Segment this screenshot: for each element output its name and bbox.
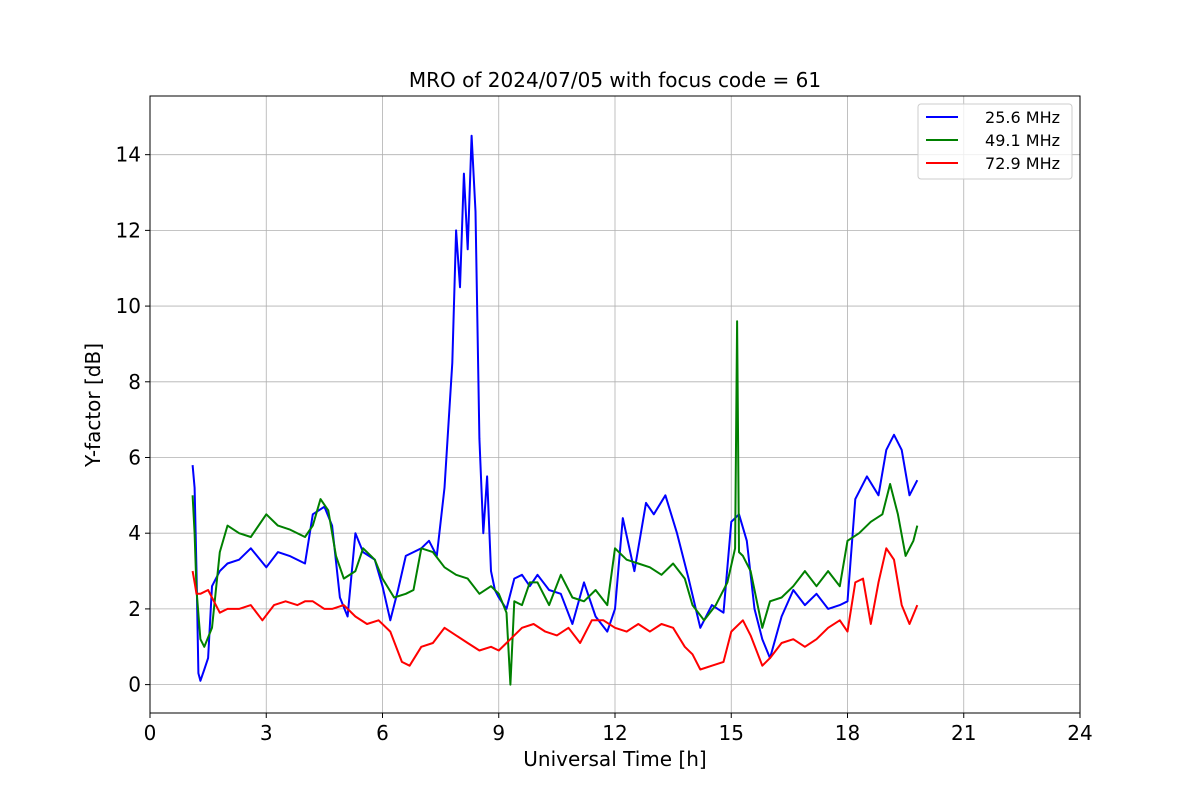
series-layer <box>191 134 919 686</box>
x-tick-label: 3 <box>260 721 273 745</box>
legend-label: 25.6 MHz <box>985 108 1060 127</box>
x-tick-label: 6 <box>376 721 389 745</box>
x-tick-label: 0 <box>144 721 157 745</box>
legend-box <box>917 103 1073 180</box>
y-tick-label: 14 <box>116 143 141 167</box>
legend: 25.6 MHz 49.1 MHz 72.9 MHz <box>917 103 1073 180</box>
x-tick-label: 21 <box>951 721 976 745</box>
y-tick-label: 4 <box>128 521 141 545</box>
series-line-1 <box>191 320 919 686</box>
x-tick-label: 12 <box>602 721 627 745</box>
y-tick-label: 6 <box>128 445 141 469</box>
x-tick-label: 18 <box>835 721 860 745</box>
y-tick-label: 10 <box>116 294 141 318</box>
y-tick-label: 2 <box>128 597 141 621</box>
chart-title: MRO of 2024/07/05 with focus code = 61 <box>409 68 821 92</box>
legend-label: 49.1 MHz <box>985 131 1060 150</box>
y-tick-label: 0 <box>128 673 141 697</box>
x-tick-label: 24 <box>1067 721 1092 745</box>
y-axis-label: Y-factor [dB] <box>81 343 105 468</box>
x-axis-label: Universal Time [h] <box>523 747 706 771</box>
legend-label: 72.9 MHz <box>985 154 1060 173</box>
x-tick-label: 9 <box>492 721 505 745</box>
y-tick-label: 12 <box>116 218 141 242</box>
x-tick-label: 15 <box>719 721 744 745</box>
y-tick-label: 8 <box>128 370 141 394</box>
series-line-2 <box>191 547 919 671</box>
